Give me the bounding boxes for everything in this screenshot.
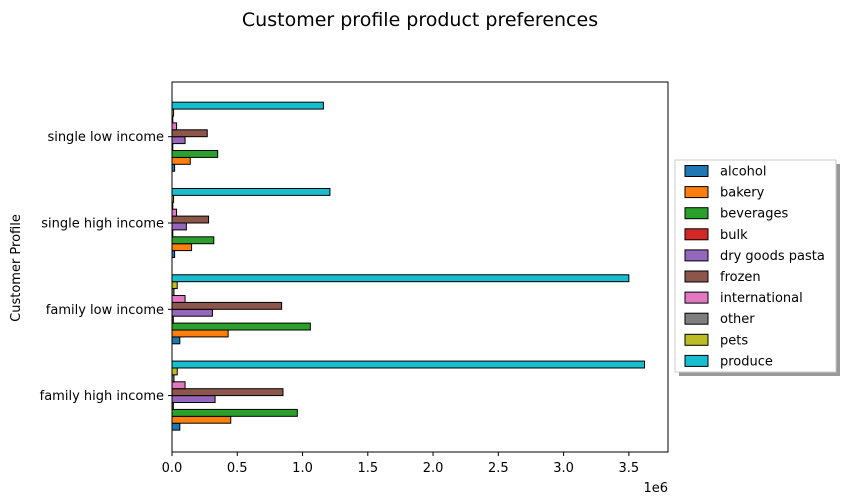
legend-label-alcohol: alcohol: [720, 165, 766, 180]
axes-layer: 0.0 0.5 1.0 1.5 2.0 2.5 3.0 3.5 family high inco…: [40, 81, 669, 476]
bar-produce-family-high-income: [171, 360, 646, 369]
bar-bakery-family-low-income: [171, 329, 229, 338]
x-tick-label: 2.0: [423, 461, 444, 476]
bar-bakery-single-high-income: [171, 243, 193, 252]
legend-label-frozen: frozen: [720, 270, 761, 285]
legend-label-bulk: bulk: [720, 228, 748, 243]
bar-dry-goods-pasta-family-low-income: [171, 308, 213, 317]
x-tick-label: 0.5: [227, 461, 248, 476]
y-tick-label: family low income: [46, 303, 164, 318]
y-tick-label: single low income: [47, 130, 164, 145]
bar-dry-goods-pasta-family-high-income: [171, 395, 216, 404]
bar-frozen-single-low-income: [171, 129, 208, 138]
legend-swatch-other: [684, 312, 709, 325]
bars-layer: [171, 101, 646, 431]
x-offset-label: 1e6: [643, 481, 668, 496]
legend-swatch-beverages: [684, 207, 709, 220]
bar-alcohol-family-high-income: [171, 422, 181, 431]
bar-produce-family-low-income: [171, 274, 630, 283]
legend-label-pets: pets: [720, 333, 748, 348]
bar-pets-family-low-income: [171, 281, 178, 290]
x-tick-label: 1.5: [357, 461, 378, 476]
legend-swatch-dry-goods-pasta: [684, 249, 709, 262]
x-tick-label: 3.5: [618, 461, 639, 476]
legend-label-dry-goods-pasta: dry goods pasta: [720, 249, 825, 264]
bar-international-single-high-income: [171, 208, 178, 217]
bar-international-single-low-income: [171, 122, 178, 131]
legend-swatch-alcohol: [684, 165, 709, 177]
y-axis-label: Customer Profile: [9, 214, 24, 322]
legend-swatch-pets: [684, 333, 709, 346]
bar-beverages-family-high-income: [171, 408, 298, 417]
legend-label-produce: produce: [720, 354, 773, 369]
bar-international-family-low-income: [171, 294, 186, 303]
bar-bakery-family-high-income: [171, 415, 232, 424]
bar-dry-goods-pasta-single-high-income: [171, 222, 187, 231]
legend-swatch-bakery: [684, 186, 709, 199]
x-tick-label: 1.0: [292, 461, 313, 476]
x-tick-label: 2.5: [488, 461, 509, 476]
chart-title: Customer profile product preferences: [242, 9, 598, 31]
legend-swatch-produce: [684, 354, 709, 367]
legend: alcohol bakery beverages bulk dry goods past…: [674, 159, 840, 376]
legend-label-bakery: bakery: [720, 186, 765, 201]
y-tick-label: family high income: [40, 389, 164, 404]
legend-label-beverages: beverages: [720, 207, 789, 222]
bar-beverages-single-low-income: [171, 150, 219, 158]
bar-alcohol-family-low-income: [171, 336, 181, 345]
bar-produce-single-high-income: [171, 187, 331, 196]
bar-frozen-family-high-income: [171, 388, 284, 397]
legend-label-international: international: [720, 291, 803, 306]
bar-pets-family-high-income: [171, 367, 178, 376]
bar-bakery-single-low-income: [171, 156, 191, 165]
x-tick-label: 0.0: [162, 461, 183, 476]
bar-international-family-high-income: [171, 381, 186, 390]
bar-beverages-family-low-income: [171, 322, 311, 331]
bar-produce-single-low-income: [171, 101, 324, 110]
legend-swatch-frozen: [684, 270, 709, 283]
legend-label-other: other: [720, 312, 755, 327]
plot-frame: [171, 81, 669, 453]
bar-dry-goods-pasta-single-low-income: [171, 136, 186, 145]
x-tick-label: 3.0: [553, 461, 574, 476]
legend-swatch-international: [684, 291, 709, 304]
legend-swatch-bulk: [684, 228, 709, 241]
bar-frozen-family-low-income: [171, 301, 283, 310]
bar-beverages-single-high-income: [171, 236, 215, 245]
bar-frozen-single-high-income: [171, 215, 210, 224]
y-tick-label: single high income: [41, 217, 164, 232]
